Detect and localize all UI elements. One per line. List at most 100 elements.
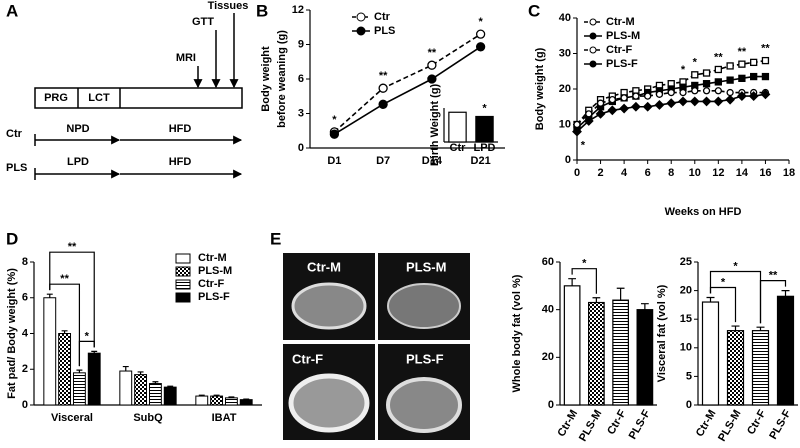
error-bar [592, 297, 601, 303]
error-bar [228, 396, 235, 398]
panel-label: D [6, 229, 18, 248]
point [378, 83, 388, 93]
bar [58, 333, 72, 406]
bar [776, 295, 795, 406]
point [378, 99, 388, 109]
significance-label: * [332, 114, 337, 126]
error-bar [152, 381, 159, 384]
point [427, 60, 437, 70]
point [654, 100, 665, 110]
point [726, 62, 734, 70]
point [642, 101, 653, 112]
y-tick-label: 10 [559, 118, 571, 130]
point [666, 98, 677, 109]
significance-label: * [581, 140, 586, 152]
y-tick-label: 60 [542, 256, 554, 268]
error-bar [122, 365, 129, 372]
x-tick-label: Ctr-F [605, 408, 629, 437]
error-bar [568, 278, 577, 286]
point [678, 96, 688, 107]
legend-label: Ctr-F [198, 278, 225, 290]
y-tick-label: 3 [298, 107, 304, 119]
y-tick-label: 25 [680, 256, 692, 268]
bar [119, 370, 133, 406]
bar [448, 111, 467, 143]
legend-marker [589, 60, 597, 68]
point [689, 96, 700, 107]
bar [210, 395, 224, 406]
x-tick-label: D14 [422, 155, 443, 167]
significance-bracket [709, 286, 737, 323]
point [644, 92, 652, 100]
point [619, 103, 630, 114]
legend-label: Ctr-M [198, 252, 227, 264]
legend-label: PLS-M [198, 265, 232, 277]
significance-label: * [721, 276, 726, 288]
significance-label: * [693, 57, 698, 69]
point [620, 94, 628, 102]
legend-marker [589, 46, 597, 54]
significance-bracket [78, 340, 95, 367]
y-tick-label: 0 [565, 154, 571, 166]
significance-label: ** [761, 43, 770, 55]
mri-body [291, 282, 367, 330]
mri-images [283, 253, 470, 440]
x-tick-label: 6 [645, 167, 651, 179]
error-bar [167, 385, 174, 388]
significance-label: ** [769, 270, 778, 282]
point [714, 78, 722, 86]
x-tick-label: Visceral [51, 412, 93, 424]
error-bar [76, 369, 83, 373]
error-bar [198, 394, 205, 397]
legend-label: Ctr-M [606, 16, 635, 28]
mri-body [288, 373, 370, 433]
significance-bracket [49, 283, 81, 367]
bar [751, 330, 770, 406]
panel-label: C [528, 1, 540, 20]
diet-label: HFD [169, 156, 192, 168]
y-tick-label: 5 [686, 370, 692, 382]
bar [195, 395, 209, 406]
significance-label: * [733, 260, 738, 272]
legend-label: Ctr [374, 11, 391, 23]
error-bar [91, 350, 98, 354]
phase-label: PRG [44, 92, 68, 104]
point [632, 92, 640, 100]
x-tick-label: Ctr-M [694, 408, 719, 439]
bar [163, 386, 177, 406]
point [573, 120, 581, 129]
significance-label: * [85, 330, 90, 342]
significance-bracket [759, 280, 787, 324]
y-tick-label: 9 [298, 38, 304, 50]
error-bar [756, 326, 765, 331]
error-bar [640, 303, 649, 310]
point [748, 91, 759, 102]
point [726, 76, 734, 84]
y-tick-label: 12 [292, 4, 304, 16]
bar [636, 309, 654, 406]
point [714, 65, 722, 74]
point [761, 72, 770, 81]
y-tick-label: 0 [298, 142, 304, 154]
diet-label: LPD [67, 156, 89, 168]
point [750, 58, 758, 67]
y-tick-label: 0 [22, 399, 28, 411]
group-label: PLS [6, 162, 27, 174]
point [475, 42, 486, 52]
bar [224, 397, 238, 406]
x-tick-label: 12 [712, 167, 724, 179]
point [572, 126, 582, 137]
bar [43, 297, 57, 406]
y-tick-label: 0 [686, 399, 692, 411]
diet-label: HFD [169, 123, 192, 135]
significance-label: ** [738, 46, 747, 58]
y-tick-label: 2 [22, 363, 28, 375]
point [427, 74, 437, 84]
point [736, 91, 747, 102]
legend-label: Ctr-F [606, 44, 633, 56]
point [738, 74, 746, 82]
significance-bracket [49, 251, 95, 348]
point [750, 72, 758, 81]
event-label: MRI [176, 52, 196, 64]
x-tick-label: PLS-M [577, 408, 605, 444]
